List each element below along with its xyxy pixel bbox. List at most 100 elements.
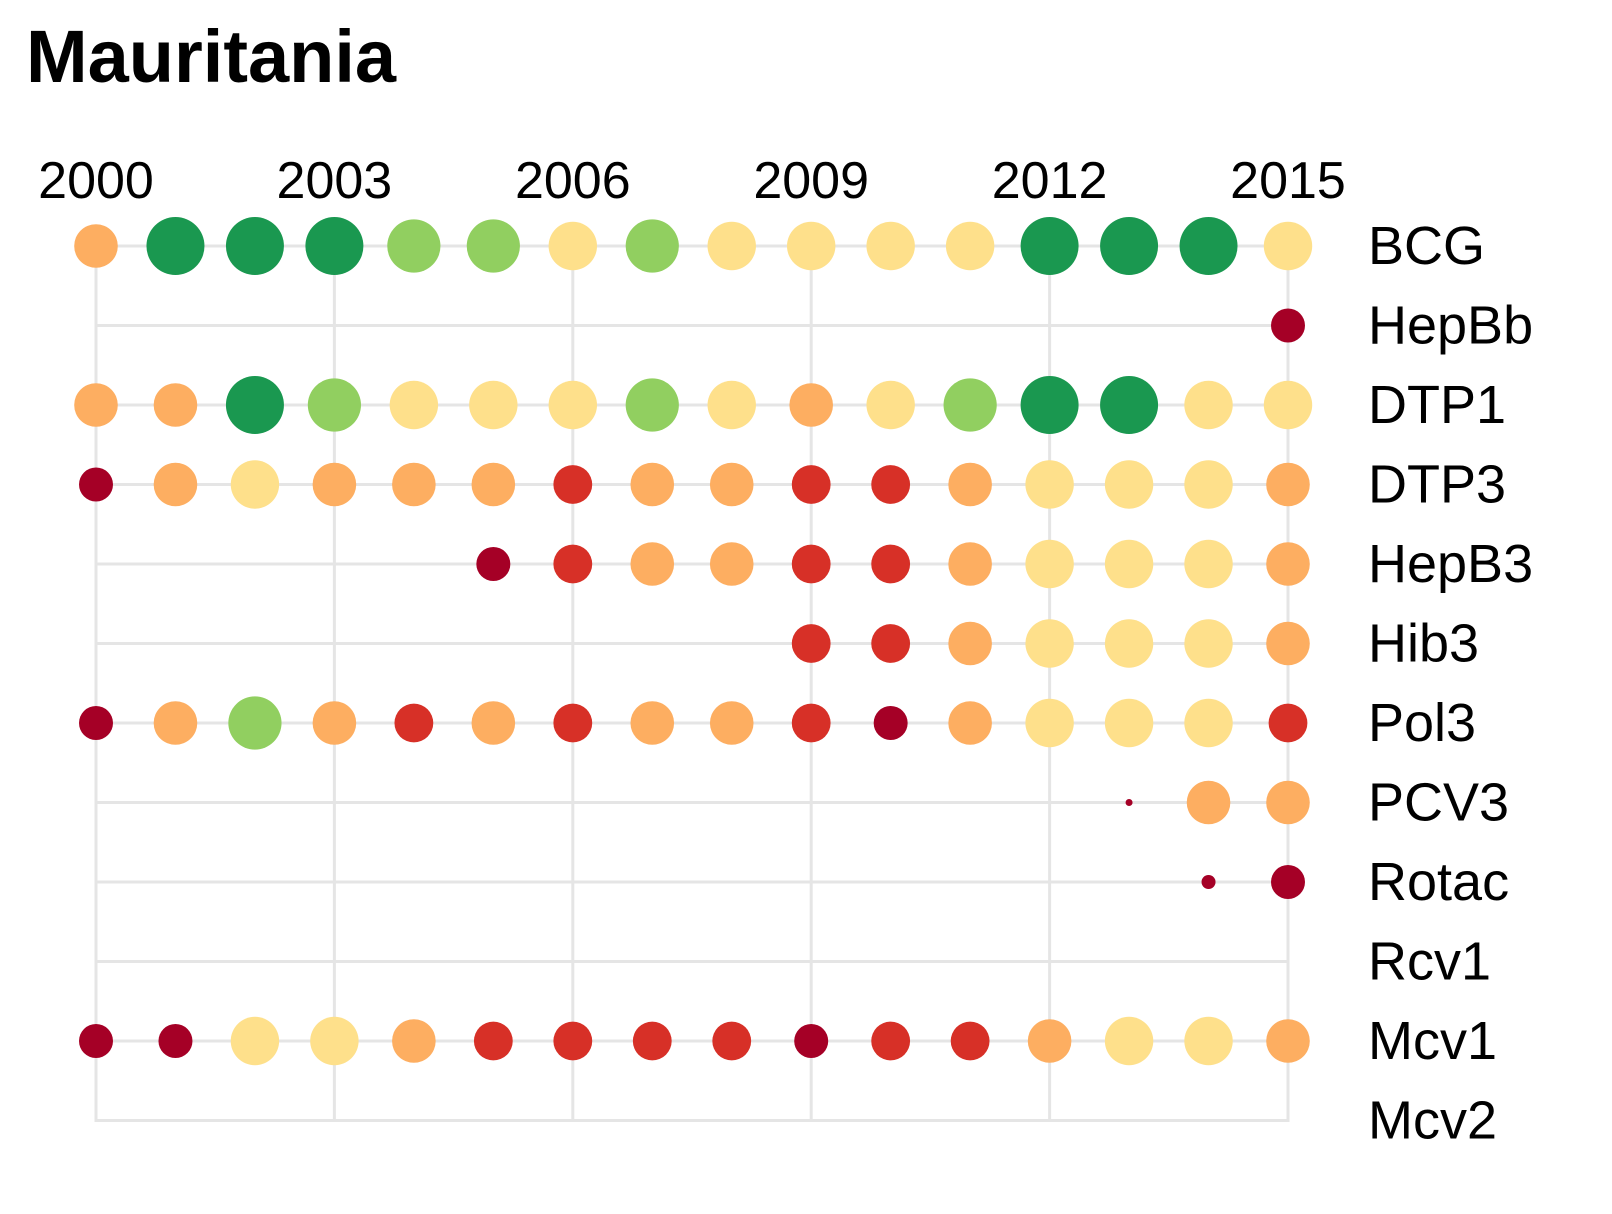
dot-bcg-2000 — [74, 224, 118, 268]
dot-hepb3-2014 — [1184, 539, 1233, 589]
dot-pol3-2012 — [1025, 698, 1074, 748]
dot-hepb3-2011 — [948, 542, 992, 586]
dot-dtp3-2012 — [1025, 460, 1074, 509]
dot-dtp3-2003 — [312, 462, 357, 507]
dot-pol3-2006 — [553, 703, 593, 743]
dot-hepb3-2010 — [871, 544, 911, 584]
row-labels: BCG HepBb DTP1 DTP3 HepB3 Hib3 Pol3 PCV3 Rotac Rc… — [1368, 216, 1533, 1151]
dot-dtp3-2005 — [471, 462, 516, 507]
dot-dtp3-2009 — [791, 465, 831, 504]
dot-bcg-2011 — [945, 221, 995, 271]
x-tick-label: 2015 — [1230, 152, 1346, 210]
dot-mcv1-2008 — [712, 1021, 752, 1061]
dot-dtp1-2000 — [74, 383, 118, 427]
row-label-rcv1: Rcv1 — [1368, 932, 1491, 992]
dot-hepb3-2005 — [476, 547, 511, 581]
dot-dtp3-2010 — [871, 465, 911, 504]
dot-pcv3-2014 — [1186, 780, 1231, 825]
dot-pol3-2009 — [791, 703, 831, 743]
dot-dtp3-2002 — [230, 460, 280, 509]
x-tick-label: 2006 — [515, 152, 631, 210]
dot-dtp3-2006 — [553, 465, 593, 504]
dot-bcg-2008 — [707, 221, 756, 271]
dot-mcv1-2013 — [1104, 1016, 1154, 1066]
row-label-mcv1: Mcv1 — [1368, 1011, 1497, 1071]
dot-pol3-2008 — [709, 701, 754, 745]
dot-dtp3-2007 — [630, 462, 675, 507]
dot-mcv1-2007 — [632, 1021, 672, 1061]
dot-dtp3-2001 — [153, 462, 198, 507]
dot-bcg-2012 — [1020, 217, 1079, 275]
row-label-hepb3: HepB3 — [1368, 534, 1533, 594]
dot-mcv1-2006 — [553, 1021, 593, 1061]
dot-dtp3-2011 — [948, 462, 992, 507]
dot-pol3-2011 — [948, 701, 992, 745]
dot-dtp3-2013 — [1104, 460, 1154, 509]
dot-bcg-2010 — [866, 221, 915, 271]
dot-hepb3-2009 — [791, 544, 831, 584]
dot-rotac-2014 — [1201, 875, 1216, 889]
dot-pol3-2010 — [873, 706, 908, 740]
dot-dtp1-2001 — [153, 383, 198, 427]
dot-mcv1-2002 — [230, 1016, 280, 1066]
dot-hib3-2014 — [1184, 619, 1233, 668]
dot-dtp1-2004 — [389, 380, 439, 430]
grid-lines — [94, 244, 1290, 1122]
dot-pol3-2000 — [79, 706, 113, 740]
row-label-bcg: BCG — [1368, 216, 1485, 276]
dot-dtp3-2000 — [79, 467, 113, 502]
x-tick-label: 2012 — [992, 152, 1108, 210]
x-tick-label: 2000 — [38, 152, 154, 210]
dot-dtp1-2015 — [1263, 380, 1313, 430]
dot-bcg-2015 — [1263, 221, 1313, 271]
row-label-dtp3: DTP3 — [1368, 455, 1506, 515]
dot-mcv1-2003 — [310, 1016, 359, 1066]
row-label-pol3: Pol3 — [1368, 693, 1476, 753]
dot-bcg-2002 — [225, 217, 284, 275]
dot-hib3-2009 — [791, 624, 831, 663]
dot-dtp3-2004 — [392, 462, 436, 507]
x-axis-ticks: 2000 2003 2006 2009 2012 2015 — [38, 152, 1346, 210]
dot-mcv1-2010 — [871, 1021, 911, 1061]
x-tick-label: 2003 — [277, 152, 393, 210]
dot-hepb3-2006 — [553, 544, 593, 584]
dot-pol3-2013 — [1104, 698, 1154, 748]
dot-pol3-2007 — [630, 701, 675, 745]
dot-mcv1-2012 — [1027, 1019, 1072, 1063]
dot-bcg-2006 — [548, 221, 597, 271]
dot-dtp1-2008 — [707, 380, 756, 430]
dot-bcg-2004 — [387, 219, 441, 273]
dot-pcv3-2013 — [1125, 799, 1133, 806]
dot-mcv1-2004 — [392, 1019, 436, 1063]
dot-bcg-2005 — [466, 219, 520, 273]
dot-dtp1-2005 — [469, 380, 518, 430]
dot-dtp1-2010 — [866, 380, 915, 430]
dot-hepbb-2015 — [1271, 308, 1305, 343]
dot-hepb3-2007 — [630, 542, 675, 586]
data-points — [74, 217, 1313, 1066]
dot-mcv1-2011 — [950, 1021, 990, 1061]
dot-dtp1-2003 — [307, 378, 361, 432]
dot-bcg-2001 — [146, 217, 205, 275]
dot-hib3-2011 — [948, 621, 992, 666]
x-tick-label: 2009 — [753, 152, 869, 210]
dot-hib3-2013 — [1104, 619, 1154, 668]
dot-bcg-2013 — [1100, 217, 1159, 275]
row-label-rotac: Rotac — [1368, 852, 1509, 912]
dot-hepb3-2013 — [1104, 539, 1154, 589]
dot-dtp1-2009 — [789, 383, 833, 427]
dot-pol3-2015 — [1268, 703, 1308, 743]
dot-pol3-2001 — [153, 701, 198, 745]
row-label-dtp1: DTP1 — [1368, 375, 1506, 435]
dot-bcg-2014 — [1179, 217, 1238, 275]
dot-dtp1-2014 — [1184, 380, 1233, 430]
dot-dtp1-2013 — [1100, 376, 1159, 434]
dot-mcv1-2001 — [158, 1024, 193, 1058]
dot-pol3-2014 — [1184, 698, 1233, 748]
dot-pol3-2004 — [394, 703, 434, 743]
dot-bcg-2003 — [305, 217, 364, 275]
row-label-mcv2: Mcv2 — [1368, 1091, 1497, 1151]
dot-pol3-2003 — [312, 701, 357, 745]
dot-pol3-2005 — [471, 701, 516, 745]
